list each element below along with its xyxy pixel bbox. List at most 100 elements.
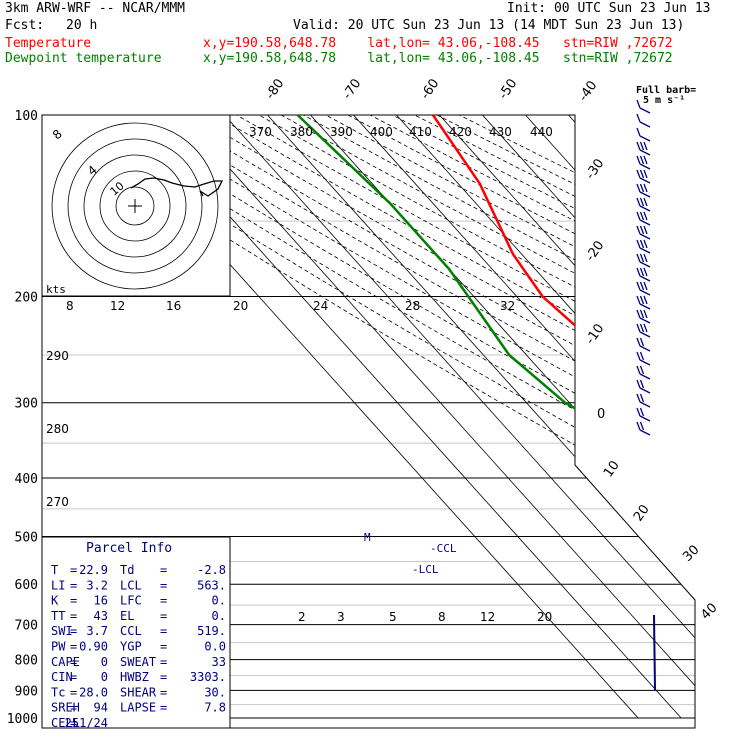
- wind-barb-flag: [639, 267, 645, 277]
- wind-barb-flag: [636, 337, 641, 347]
- wind-barb-flag: [639, 421, 645, 431]
- parcel-info-cell: =: [70, 609, 77, 623]
- init-time: Init: 00 UTC Sun 23 Jun 13: [507, 1, 711, 16]
- parcel-info-cell: =: [160, 563, 167, 577]
- parcel-info-cell: Tc: [51, 685, 65, 699]
- parcel-info-cell: 563.: [197, 578, 226, 592]
- mixing-ratio-label: 3: [337, 610, 345, 624]
- pressure-tick-label: 200: [15, 291, 38, 306]
- wind-barb-flag: [636, 323, 641, 333]
- wind-barb-staff: [639, 219, 651, 226]
- parcel-info-cell: CAPE: [51, 655, 80, 669]
- parcel-info-cell: SREH: [51, 701, 80, 715]
- isotherm-line: [525, 115, 695, 719]
- wind-barb-flag: [636, 169, 641, 179]
- parcel-info-cell: EL: [120, 609, 134, 623]
- parcel-info-cell: T: [51, 563, 58, 577]
- dry-adiabat-line: [125, 115, 695, 719]
- dry-adiabat-line: [281, 115, 695, 719]
- wind-barb-flag: [643, 239, 648, 249]
- pressure-tick-label: 300: [15, 397, 38, 412]
- wind-barb-flag: [643, 281, 648, 291]
- parcel-info-cell: 0.90: [79, 640, 108, 654]
- pressure-tick-label: 1000: [7, 712, 38, 727]
- wind-barb-staff: [639, 289, 651, 296]
- parcel-info-cell: 3.2: [86, 578, 108, 592]
- wind-barb-staff: [639, 205, 651, 212]
- dewpoint-legend: Dewpoint temperature: [5, 51, 162, 66]
- isotherm-label: 40: [698, 601, 720, 623]
- parcel-info-cell: =: [160, 594, 167, 608]
- wind-barb-flag: [636, 281, 641, 291]
- isotherm-label: -60: [418, 76, 442, 102]
- parcel-info-cell: 0.0: [204, 640, 226, 654]
- pressure-tick-label: 800: [15, 654, 38, 669]
- parcel-info-cell: =: [70, 716, 77, 730]
- barb-legend-title: Full barb=: [636, 85, 696, 96]
- speed-scale-label: 8: [66, 299, 74, 313]
- isotherm-line: [181, 115, 695, 719]
- isotherm-line: [654, 115, 695, 719]
- parcel-info-cell: K: [51, 594, 59, 608]
- wind-barb-flag: [636, 379, 641, 389]
- wind-barb-staff: [639, 331, 651, 338]
- parcel-info-cell: =: [160, 670, 167, 684]
- wind-barb-staff: [639, 387, 651, 394]
- wind-barb-flag: [639, 183, 645, 193]
- theta-label: 410: [409, 125, 432, 139]
- parcel-info-cell: 0.: [212, 594, 226, 608]
- wind-barb-flag: [636, 267, 641, 277]
- dry-adiabat-line: [236, 115, 695, 719]
- isotherm-line: [224, 115, 695, 719]
- parcel-info-box: [41, 536, 231, 729]
- wind-barb-flag: [636, 155, 641, 165]
- hodograph-ring: [51, 122, 219, 290]
- dry-adiabat-line: [147, 115, 695, 719]
- isotherm-line: [439, 115, 695, 719]
- wind-barb-flag: [643, 169, 648, 179]
- isotherm-label: -40: [576, 78, 600, 104]
- isotherm-line: [396, 115, 695, 719]
- parcel-info-cell: CELL: [51, 716, 80, 730]
- wind-barb-flag: [639, 337, 645, 347]
- dry-adiabat-line: [214, 115, 695, 719]
- wind-barb-flag: [639, 365, 645, 375]
- parcel-info-cell: YGP: [120, 640, 142, 654]
- mixing-ratio-label: 12: [480, 610, 495, 624]
- isotherm-label: 0: [597, 407, 605, 422]
- wind-barb-staff: [639, 121, 651, 128]
- wind-barb-flag: [643, 295, 648, 305]
- mixing-ratio-label: 8: [438, 610, 446, 624]
- isotherm-line: [482, 115, 695, 719]
- wind-barb-staff: [639, 261, 651, 268]
- forecast-label: Fcst:: [5, 18, 45, 33]
- forecast-hour: 20 h: [66, 18, 98, 33]
- parcel-info-cell: 519.: [197, 624, 226, 638]
- wind-barb-flag: [639, 169, 645, 179]
- pressure-tick-label: 100: [15, 109, 38, 124]
- theta-label: 430: [489, 125, 512, 139]
- wind-barb-flag: [639, 239, 645, 249]
- parcel-info-cell: 16: [94, 594, 108, 608]
- dry-adiabat-line: [258, 115, 695, 719]
- dry-adiabat-label: 280: [46, 422, 69, 436]
- hodograph-ring: [115, 186, 155, 226]
- parcel-info-cell: =: [160, 609, 167, 623]
- dry-adiabat-line: [42, 115, 695, 719]
- wind-barb-staff: [639, 163, 651, 170]
- wind-barb-flag: [639, 253, 645, 263]
- wind-barb-flag: [643, 225, 648, 235]
- parcel-info-cell: =: [70, 670, 77, 684]
- parcel-info-cell: -2.8: [197, 563, 226, 577]
- wind-barb-staff: [639, 135, 651, 142]
- isotherm-line: [267, 115, 695, 719]
- temperature-legend: Temperature: [5, 36, 92, 51]
- wind-barb-flag: [636, 113, 641, 123]
- lcl-marker: -LCL: [412, 563, 439, 576]
- parcel-info-cell: =: [160, 701, 167, 715]
- wind-barb-flag: [639, 281, 645, 291]
- mixing-ratio-label: 5: [389, 610, 397, 624]
- parcel-info-cell: =: [160, 655, 167, 669]
- wind-barb-flag: [636, 351, 641, 361]
- wind-barb-flag: [636, 127, 641, 137]
